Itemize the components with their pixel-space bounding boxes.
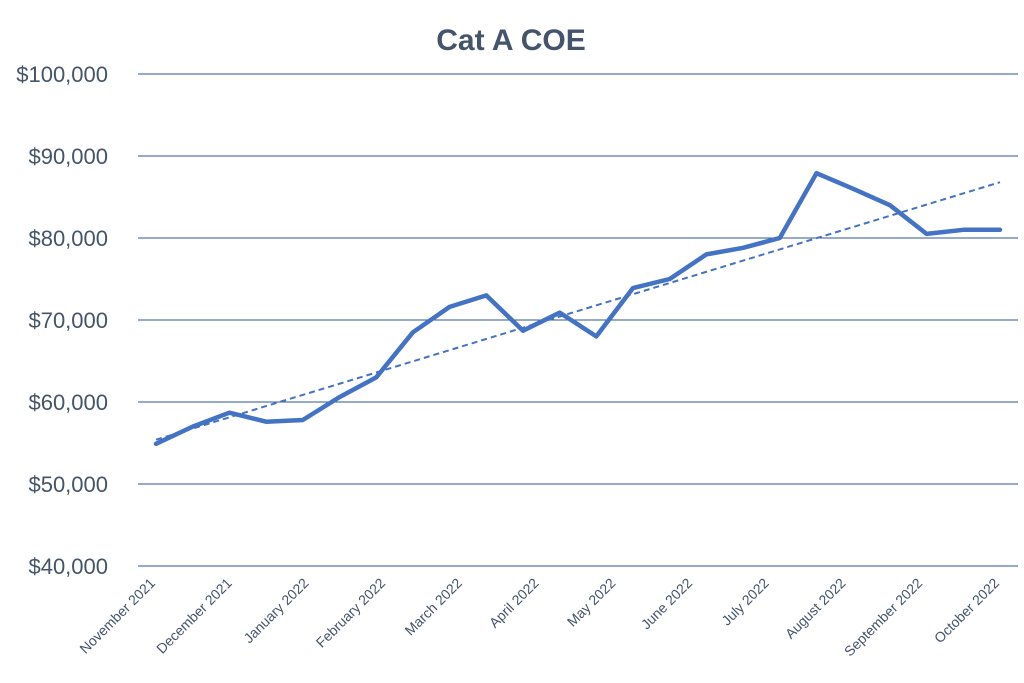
x-tick-label: April 2022 [486, 575, 542, 631]
x-tick-label: June 2022 [638, 575, 696, 633]
x-tick-label: February 2022 [313, 575, 389, 651]
x-tick-label: January 2022 [240, 575, 311, 646]
chart-title: Cat A COE [436, 24, 585, 57]
x-tick-label: December 2021 [153, 575, 235, 657]
x-tick-label: August 2022 [782, 575, 849, 642]
y-tick-label: $90,000 [28, 144, 108, 169]
x-tick-label: October 2022 [931, 575, 1002, 646]
y-tick-label: $80,000 [28, 226, 108, 251]
y-tick-label: $60,000 [28, 390, 108, 415]
trend-line [155, 181, 1001, 441]
x-tick-label: May 2022 [564, 575, 619, 630]
series-line [153, 170, 1003, 447]
x-tick-label: July 2022 [718, 575, 772, 629]
y-tick-label: $70,000 [28, 308, 108, 333]
x-tick-label: November 2021 [76, 575, 158, 657]
y-tick-label: $100,000 [16, 62, 108, 87]
x-tick-label: March 2022 [401, 575, 465, 639]
y-tick-label: $40,000 [28, 554, 108, 579]
gridlines [138, 73, 1018, 567]
y-axis-ticks: $40,000 $50,000 $60,000 $70,000 $80,000 $90,0… [16, 62, 108, 579]
y-tick-label: $50,000 [28, 472, 108, 497]
x-tick-label: September 2022 [841, 575, 926, 660]
